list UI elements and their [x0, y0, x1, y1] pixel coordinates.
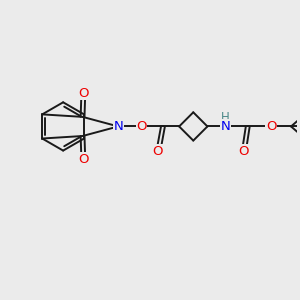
- Text: H: H: [221, 110, 230, 124]
- Text: O: O: [266, 120, 276, 133]
- Text: O: O: [238, 145, 249, 158]
- Text: N: N: [113, 120, 123, 133]
- Text: O: O: [78, 153, 88, 166]
- Text: O: O: [153, 145, 163, 158]
- Text: N: N: [221, 120, 230, 133]
- Text: O: O: [78, 87, 88, 100]
- Text: O: O: [136, 120, 147, 133]
